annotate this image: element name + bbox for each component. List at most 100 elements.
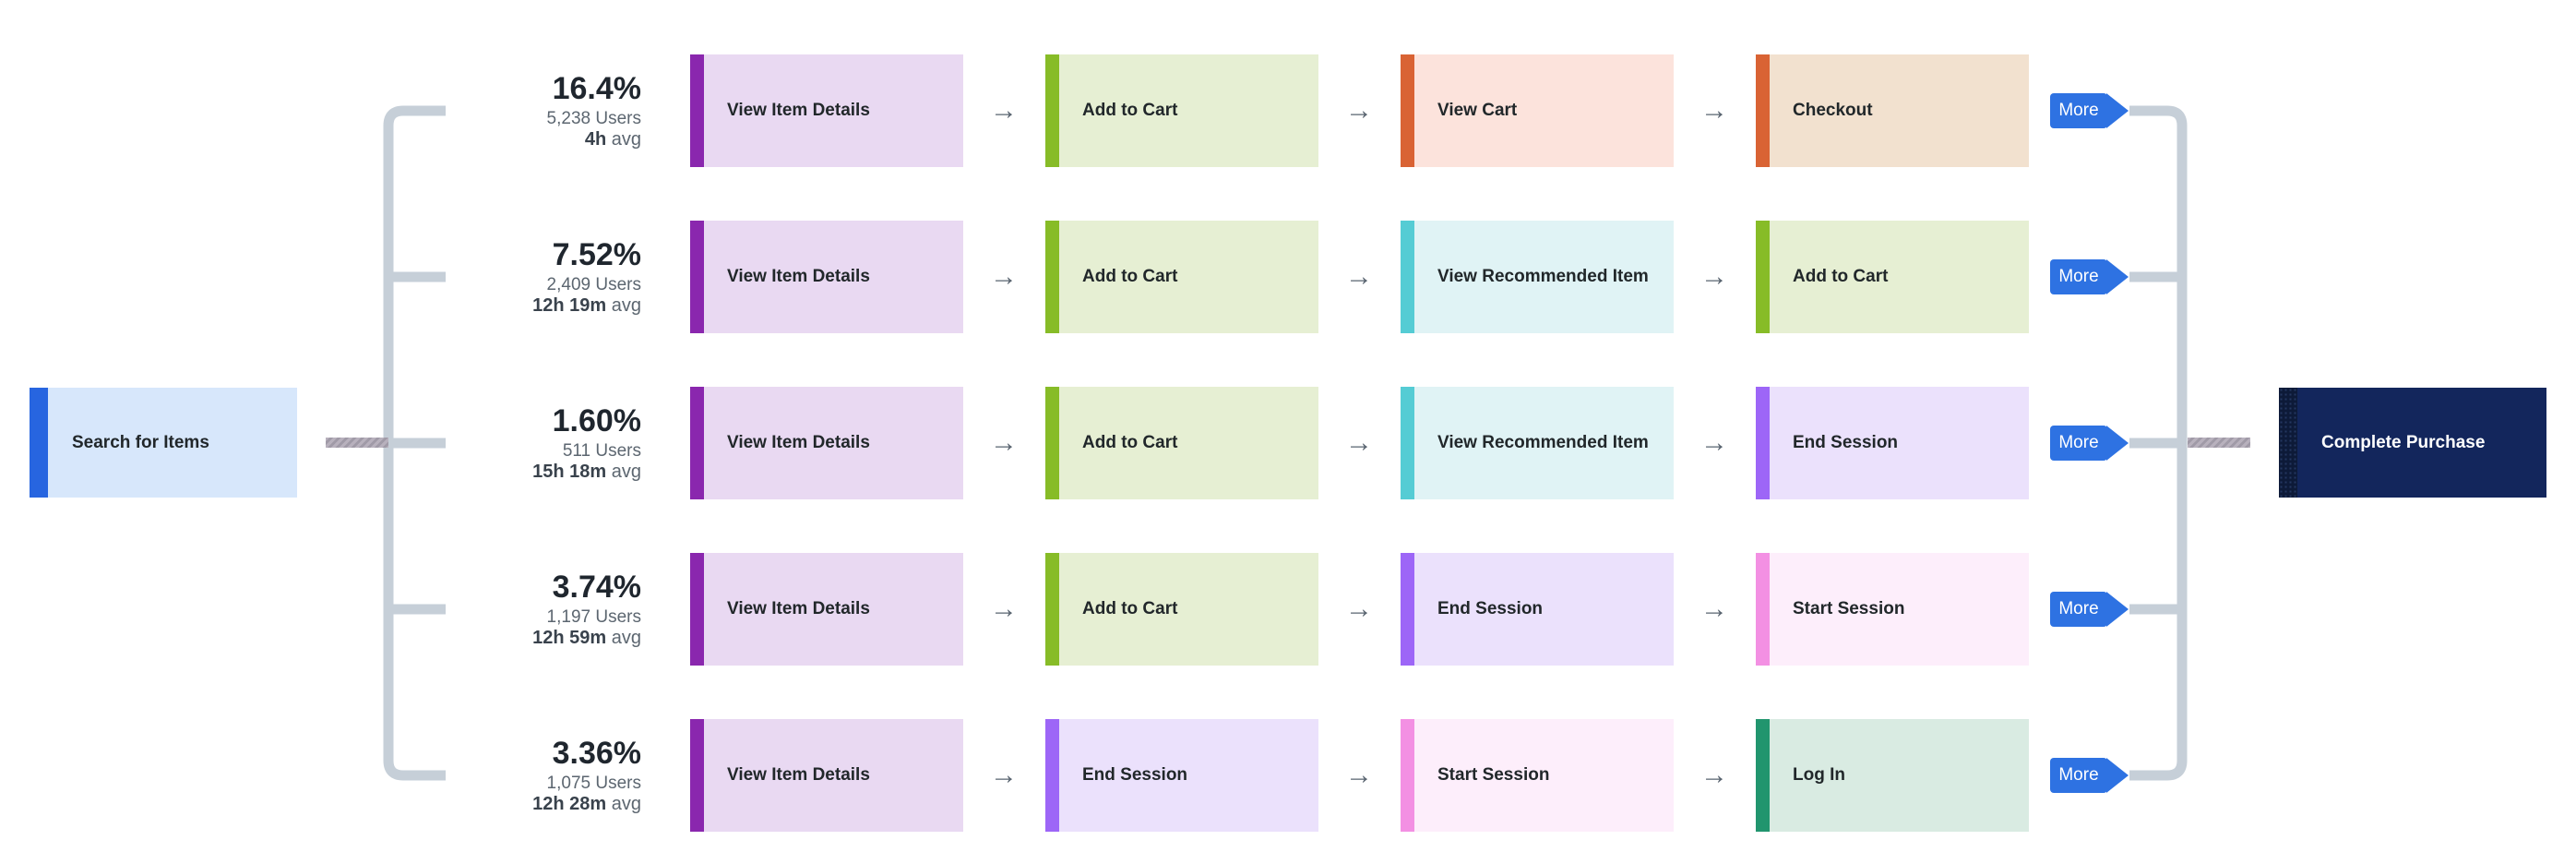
step-label: Start Session xyxy=(1793,599,1905,618)
step-label: End Session xyxy=(1082,765,1188,785)
step-accent-bar xyxy=(690,221,704,333)
users-count: 1,075 Users xyxy=(546,774,641,794)
step-node[interactable]: View Item Details xyxy=(690,553,963,666)
flow-arrow-icon: → xyxy=(990,261,1018,292)
step-label: View Item Details xyxy=(727,599,870,618)
step-node[interactable]: View Recommended Item xyxy=(1401,221,1674,333)
step-node[interactable]: View Recommended Item xyxy=(1401,387,1674,499)
step-accent-bar xyxy=(1045,221,1059,333)
journey-row: 16.4% 5,238 Users 4h avg View Item Detai… xyxy=(0,54,2576,167)
step-node[interactable]: View Item Details xyxy=(690,221,963,333)
more-badge-label: More xyxy=(2058,267,2099,286)
avg-time: 12h 59m avg xyxy=(532,628,641,649)
step-node[interactable]: Start Session xyxy=(1401,719,1674,832)
step-node[interactable]: End Session xyxy=(1045,719,1318,832)
step-accent-bar xyxy=(690,553,704,666)
step-label: View Cart xyxy=(1437,101,1518,120)
avg-time: 4h avg xyxy=(584,129,641,150)
step-label: Add to Cart xyxy=(1082,433,1178,452)
step-label: Add to Cart xyxy=(1082,101,1178,120)
step-accent-bar xyxy=(1401,387,1414,499)
step-label: End Session xyxy=(1437,599,1544,618)
step-label: View Item Details xyxy=(727,267,870,286)
more-badge[interactable]: More xyxy=(2050,259,2129,294)
conversion-rate: 16.4% xyxy=(552,70,641,106)
step-label: View Recommended Item xyxy=(1437,433,1649,452)
flow-arrow-icon: → xyxy=(1700,594,1728,624)
more-badge-label: More xyxy=(2058,433,2099,452)
more-badge-label: More xyxy=(2058,599,2099,618)
step-node[interactable]: Add to Cart xyxy=(1045,553,1318,666)
step-label: Start Session xyxy=(1437,765,1550,785)
start-node-accent-bar xyxy=(30,388,48,498)
users-count: 511 Users xyxy=(562,441,641,462)
flow-arrow-icon: → xyxy=(1700,427,1728,458)
step-label: View Item Details xyxy=(727,101,870,120)
more-badge[interactable]: More xyxy=(2050,93,2129,128)
step-accent-bar xyxy=(1756,553,1770,666)
step-label: Log In xyxy=(1793,765,1845,785)
step-node[interactable]: Checkout xyxy=(1756,54,2029,167)
step-node[interactable]: Add to Cart xyxy=(1045,221,1318,333)
start-node-label: Search for Items xyxy=(72,432,209,452)
step-accent-bar xyxy=(1756,54,1770,167)
more-badge-label: More xyxy=(2058,765,2099,785)
avg-time: 12h 28m avg xyxy=(532,794,641,815)
more-badge[interactable]: More xyxy=(2050,592,2129,627)
more-badge[interactable]: More xyxy=(2050,758,2129,793)
conversion-rate: 7.52% xyxy=(552,236,641,272)
start-node[interactable]: Search for Items xyxy=(30,388,297,498)
step-accent-bar xyxy=(1045,719,1059,832)
step-node[interactable]: View Item Details xyxy=(690,719,963,832)
flow-arrow-icon: → xyxy=(1700,261,1728,292)
step-accent-bar xyxy=(1401,553,1414,666)
step-accent-bar xyxy=(1756,221,1770,333)
avg-time: 15h 18m avg xyxy=(532,462,641,483)
step-node[interactable]: End Session xyxy=(1756,387,2029,499)
end-node-label: Complete Purchase xyxy=(2321,432,2486,452)
step-label: Add to Cart xyxy=(1082,599,1178,618)
flow-arrow-icon: → xyxy=(990,760,1018,790)
step-node[interactable]: View Item Details xyxy=(690,54,963,167)
step-accent-bar xyxy=(1756,387,1770,499)
step-node[interactable]: Log In xyxy=(1756,719,2029,832)
conversion-rate: 1.60% xyxy=(552,402,641,438)
end-node-accent-bar xyxy=(2279,388,2297,498)
step-label: Add to Cart xyxy=(1082,267,1178,286)
end-node[interactable]: Complete Purchase xyxy=(2279,388,2546,498)
step-label: Checkout xyxy=(1793,101,1873,120)
users-count: 5,238 Users xyxy=(546,109,641,129)
users-count: 1,197 Users xyxy=(546,607,641,628)
conversion-rate: 3.36% xyxy=(552,735,641,771)
step-node[interactable]: Start Session xyxy=(1756,553,2029,666)
flow-arrow-icon: → xyxy=(1345,427,1373,458)
flow-arrow-icon: → xyxy=(1700,760,1728,790)
step-label: View Item Details xyxy=(727,765,870,785)
path-stats: 7.52% 2,409 Users 12h 19m avg xyxy=(397,221,641,333)
step-node[interactable]: Add to Cart xyxy=(1045,387,1318,499)
step-label: View Item Details xyxy=(727,433,870,452)
step-accent-bar xyxy=(1045,54,1059,167)
journey-row: 3.36% 1,075 Users 12h 28m avg View Item … xyxy=(0,719,2576,832)
more-badge[interactable]: More xyxy=(2050,426,2129,461)
more-badge-label: More xyxy=(2058,101,2099,120)
dashed-connector-right xyxy=(2188,438,2250,448)
step-accent-bar xyxy=(1756,719,1770,832)
step-accent-bar xyxy=(1045,387,1059,499)
step-node[interactable]: End Session xyxy=(1401,553,1674,666)
step-accent-bar xyxy=(1045,553,1059,666)
step-node[interactable]: View Item Details xyxy=(690,387,963,499)
step-node[interactable]: View Cart xyxy=(1401,54,1674,167)
flow-arrow-icon: → xyxy=(1345,594,1373,624)
dashed-connector-left xyxy=(326,438,388,448)
step-accent-bar xyxy=(1401,54,1414,167)
step-node[interactable]: Add to Cart xyxy=(1756,221,2029,333)
journey-row: 7.52% 2,409 Users 12h 19m avg View Item … xyxy=(0,221,2576,333)
step-accent-bar xyxy=(1401,221,1414,333)
journey-row: 1.60% 511 Users 15h 18m avg View Item De… xyxy=(0,387,2576,499)
avg-time: 12h 19m avg xyxy=(532,295,641,317)
flow-arrow-icon: → xyxy=(1345,760,1373,790)
step-node[interactable]: Add to Cart xyxy=(1045,54,1318,167)
step-accent-bar xyxy=(690,719,704,832)
step-label: End Session xyxy=(1793,433,1899,452)
